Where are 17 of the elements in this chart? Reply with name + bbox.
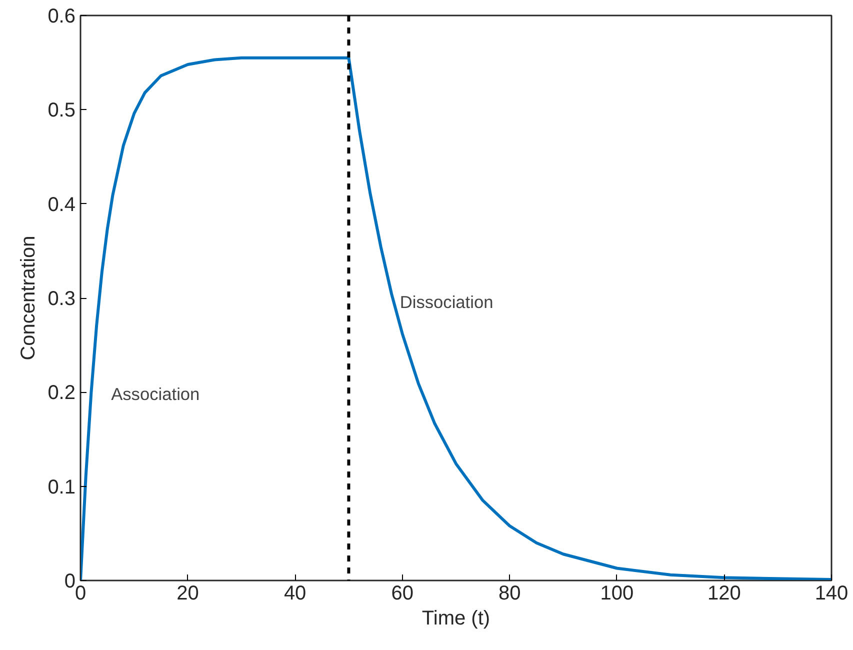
y-tick-label: 0.1 xyxy=(48,476,76,498)
annotation: Association xyxy=(111,384,200,404)
y-tick-label: 0.5 xyxy=(48,100,76,122)
y-axis-title: Concentration xyxy=(18,236,40,360)
annotation: Dissociation xyxy=(400,292,494,312)
x-tick-label: 140 xyxy=(814,582,848,604)
y-tick-label: 0.3 xyxy=(48,288,76,310)
y-tick-label: 0.4 xyxy=(48,194,76,216)
x-tick-label: 120 xyxy=(708,582,741,604)
x-axis-title: Time (t) xyxy=(422,608,490,630)
x-tick-label: 20 xyxy=(176,582,199,604)
y-tick-label: 0.6 xyxy=(48,6,76,28)
x-tick-label: 100 xyxy=(600,582,634,604)
x-tick-label: 60 xyxy=(391,582,414,604)
x-tick-label: 80 xyxy=(498,582,521,604)
x-tick-label: 40 xyxy=(284,582,306,604)
y-tick-label: 0.2 xyxy=(48,382,76,404)
